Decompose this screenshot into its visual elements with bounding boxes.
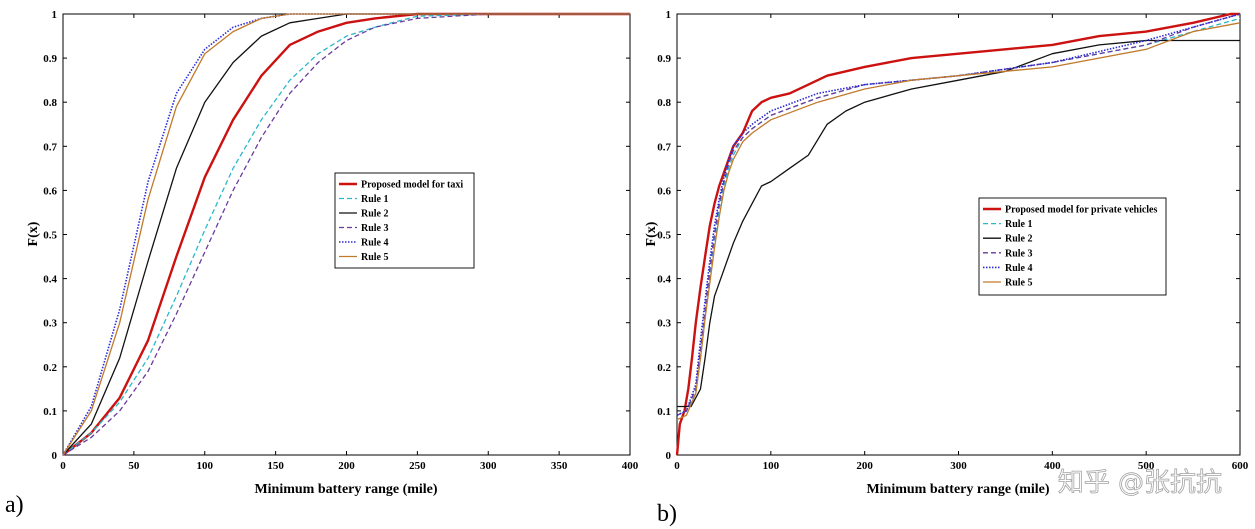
- legend-entry-label: Rule 4: [361, 238, 389, 249]
- y-tick-label: 0: [52, 450, 58, 462]
- x-tick-label: 200: [338, 460, 355, 472]
- x-tick-label: 0: [674, 460, 680, 472]
- x-tick-label: 150: [267, 460, 284, 472]
- legend-box-a: [334, 172, 475, 269]
- y-tick-label: 0.2: [43, 362, 57, 374]
- series-line-rule-4: [676, 13, 1241, 417]
- legend-entry-label: Rule 5: [1005, 278, 1033, 289]
- y-tick-label: 0.4: [657, 274, 671, 286]
- y-tick-label: 0.1: [43, 406, 57, 418]
- x-tick-label: 0: [60, 460, 66, 472]
- x-tick-label: 200: [856, 460, 873, 472]
- y-tick-label: 0: [666, 450, 672, 462]
- x-tick-label: 400: [622, 460, 639, 472]
- series-line-proposed: [675, 12, 1240, 456]
- y-tick-label: 0.1: [657, 406, 671, 418]
- panel-label-b: b): [657, 501, 677, 527]
- x-tick-label: 50: [128, 460, 140, 472]
- y-tick-label: 0.6: [43, 185, 57, 197]
- x-tick-label: 100: [197, 460, 214, 472]
- legend-entry-label: Proposed model for taxi: [361, 180, 463, 191]
- y-tick-label: 0.5: [43, 230, 57, 242]
- series-line-proposed: [62, 12, 630, 456]
- legend-entry-label: Proposed model for private vehicles: [1005, 205, 1157, 216]
- y-ticks-a: 0 0.1 0.2 0.3 0.4 0.5 0.6 0.7 0.8 0.9 1: [43, 9, 630, 462]
- y-axis-label-a: F(x): [26, 221, 41, 246]
- legend-entry-label: Rule 3: [1005, 248, 1033, 259]
- series-line-rule-3: [676, 13, 1241, 416]
- legend-entry-label: Rule 2: [1005, 234, 1033, 245]
- legend-entry-label: Rule 3: [361, 223, 389, 234]
- y-tick-label: 0.5: [657, 230, 671, 242]
- y-tick-label: 1: [666, 9, 672, 21]
- y-ticks-b: 0 0.1 0.2 0.3 0.4 0.5 0.6 0.7 0.8 0.9 1: [657, 9, 1240, 462]
- legend-entry-label: Rule 5: [361, 252, 389, 263]
- y-tick-label: 0.7: [43, 141, 57, 153]
- y-tick-label: 0.6: [657, 185, 671, 197]
- legend-entry-label: Rule 2: [361, 209, 389, 220]
- y-tick-label: 0.9: [43, 53, 57, 65]
- panel-label-a: a): [5, 492, 24, 518]
- watermark-text: 知乎 @张抗抗: [1058, 468, 1222, 498]
- y-tick-label: 0.8: [657, 97, 671, 109]
- y-axis-label-b: F(x): [644, 221, 659, 246]
- series-line-rule-5: [62, 13, 630, 456]
- series-line-rule-4: [62, 13, 630, 456]
- legend-entry-label: Rule 1: [361, 194, 389, 205]
- x-tick-label: 250: [409, 460, 426, 472]
- x-tick-label: 500: [1138, 460, 1155, 472]
- x-tick-label: 600: [1232, 460, 1249, 472]
- legend-entry-label: Rule 4: [1005, 263, 1033, 274]
- y-tick-label: 0.3: [43, 318, 57, 330]
- y-tick-label: 0.9: [657, 53, 671, 65]
- series-line-rule-5: [676, 22, 1241, 421]
- x-tick-label: 300: [480, 460, 497, 472]
- x-tick-label: 100: [763, 460, 780, 472]
- y-tick-label: 1: [52, 9, 58, 21]
- x-axis-label-a: Minimum battery range (mile): [254, 482, 437, 497]
- x-ticks-b: 0 100 200 300 400 500 600: [674, 14, 1249, 472]
- y-tick-label: 0.8: [43, 97, 57, 109]
- series-line-rule-1: [62, 13, 630, 456]
- legend-b: Proposed model for private vehicles Rule …: [978, 197, 1167, 296]
- y-tick-label: 0.2: [657, 362, 671, 374]
- x-ticks-a: 0 50 100 150 200 250 300 350 400: [60, 14, 639, 472]
- x-axis-label-b: Minimum battery range (mile): [866, 482, 1049, 497]
- panel-b: 0 100 200 300 400 500 600 00.10.20.30.40.50.60…: [644, 9, 1249, 527]
- legend-a: Proposed model for taxi Rule 1 Rule 2 Rule …: [334, 172, 475, 269]
- x-tick-label: 400: [1044, 460, 1061, 472]
- series-line-rule-3: [62, 13, 630, 456]
- legend-entry-label: Rule 1: [1005, 219, 1033, 230]
- series-group-b: [675, 12, 1241, 456]
- panel-a: 0 50 100 150 200 250 300 350 400 0 0.1 0.2 0.3 0.4 0.…: [5, 9, 639, 518]
- x-tick-label: 350: [551, 460, 568, 472]
- legend-box-b: [978, 197, 1167, 296]
- x-tick-label: 300: [950, 460, 967, 472]
- series-line-rule-2: [677, 39, 1240, 408]
- y-tick-label: 0.3: [657, 318, 671, 330]
- y-tick-label: 0.4: [43, 274, 57, 286]
- y-tick-label: 0.7: [657, 141, 671, 153]
- series-group-a: [62, 12, 630, 456]
